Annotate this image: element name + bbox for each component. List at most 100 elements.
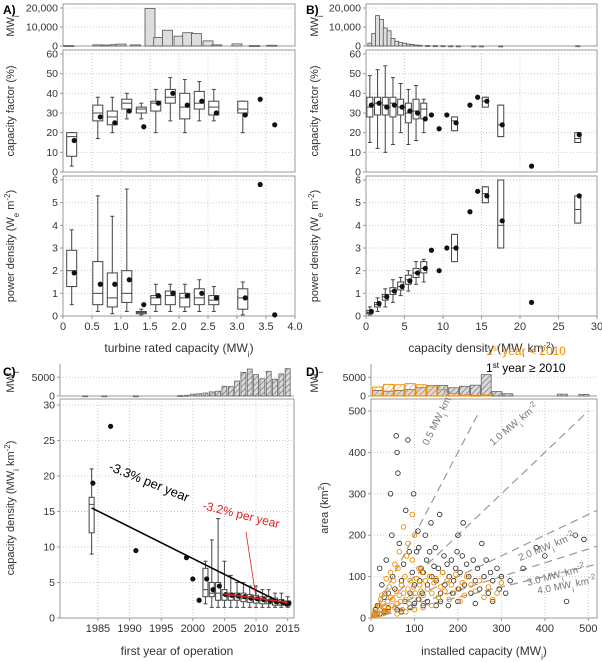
panel-a-hist-bar [144,7,156,47]
panel-d-point-black [423,557,430,563]
panel-b-hist-bar [405,43,411,47]
panel-d-label: D) [306,365,319,379]
panel-a-xtick-label: 1.5 [142,321,157,333]
panel-d-point-orange [392,604,398,611]
panel-a-cf-mean [112,120,118,126]
panel-d-hist-ytick-label: 5000 [343,372,367,384]
panel-b-pd-mean [453,245,459,251]
panel-b-xtick-label: 20 [514,321,526,333]
panel-a-pd-box [164,290,176,306]
panel-c-hist-bar [215,390,221,397]
panel-d-point-black [581,536,587,543]
panel-a-hist-bar [231,43,243,47]
panel-a-cf-box [150,100,162,112]
panel-d-xtick-label: 500 [579,623,597,635]
panel-b-pd-point [436,268,442,274]
panel-a-pd-box [92,261,104,306]
panel-c-mean [90,480,96,486]
panel-d-point-black [542,553,548,559]
panel-b-xlabel-part: capacity density (MW [408,341,523,355]
panel-a-cf-mean [126,108,132,114]
panel-c-hist-bar [272,378,278,397]
panel-a-hist-bar [266,44,278,47]
panel-d-point-black [454,549,460,555]
panel-b-pd-box [497,179,505,249]
panel-c-main-ytick-label: 10 [43,542,55,554]
panel-d-point-orange [433,575,439,582]
panel-b-cf-box [374,96,382,116]
panel-a-pd-box [237,288,249,310]
panel-a-pd-mean [242,295,248,301]
panel-a-pd-mean [126,277,132,283]
panel-b-hist-bar [367,42,373,47]
panel-d-main-ytick-label: 300 [348,488,366,500]
panel-d-point-black [429,573,435,580]
panel-c-hist-bar [259,378,266,397]
panel-d-point-orange [411,532,418,538]
panel-a-xlabel-part: i [248,350,250,359]
panel-b-pd-mean [484,193,490,199]
panel-a-pd-ytick-label: 6 [52,175,58,187]
panel-a-label: A) [3,3,16,17]
panel-d-point-orange [455,586,461,592]
panel-d-point-orange [405,586,411,592]
panel-d-hist-bar-orange [480,394,492,397]
panel-d-main-frame [370,398,598,619]
panel-b-pd-ytick-label: 5 [355,197,361,209]
panel-b-hist-bar [498,45,504,48]
panel-c-hist-bar [240,372,247,397]
panel-d-point-black [446,573,452,580]
panel-b-hist-bar [371,33,377,47]
panel-b-pd-ytick-label: 1 [355,288,361,300]
panel-d-point-black [437,590,444,596]
panel-d-point-black [379,582,385,588]
panel-d-point-black [572,532,578,538]
panel-b-hist-ylabel-part: MW [309,17,321,37]
panel-d-point-orange [400,524,407,530]
panel-d-point-black [398,578,405,584]
panel-d-point-black [563,598,570,605]
panel-a-cf-ylabel: capacity factor (%) [5,65,17,156]
panel-c-hist-ylabel-part: i [12,371,21,373]
panel-d-point-orange [393,588,399,594]
panel-a-pd-ytick-label: 5 [52,197,58,209]
panel-d-point-orange [481,594,487,601]
panel-b-cf-ytick-label: 30 [349,108,361,120]
panel-d-point-orange [498,580,505,586]
panel-b-cf-ytick-label: 50 [349,68,361,80]
panel-a-hist-ytick-label: 20,000 [26,3,58,15]
panel-a-pd-ytick-label: 0 [52,311,58,323]
panel-a-xlabel: turbine rated capacity (MWi) [104,341,253,359]
panel-b-pd-mean [399,283,405,290]
panel-a-xtick-label: 4.0 [287,321,302,333]
panel-d-point-black [455,598,461,605]
panel-d-point-orange [408,592,414,598]
panel-d-hist-bar-orange [469,394,481,397]
panel-b-hist-bar [440,45,446,48]
panel-c-main-frame [59,398,295,619]
panel-d-point-orange [398,582,405,588]
panel-d-xlabel-part: ) [543,644,547,658]
panel-d-point-black [413,549,420,555]
panel-d-legend-black-part: st [493,361,500,370]
panel-c-main-ytick-label: 0 [49,613,55,625]
panel-d-point-black [420,602,426,609]
panel-d-point-orange [453,571,459,578]
panel-b-cf-point [528,163,535,169]
panel-d-density-label-part: i [571,585,575,594]
panel-d-point-black [455,532,461,538]
panel-d-point-orange [419,569,426,576]
panel-c-trend-red [224,593,288,604]
panel-d-point-black [442,582,448,588]
panel-d-point-black [503,590,509,596]
panel-b-cf-mean [422,116,428,122]
panel-d-xlabel-part: i [541,653,543,662]
panel-b-cf-ylabel: capacity factor (%) [309,65,321,156]
panel-d-point-orange [472,588,479,594]
panel-d-point-black [448,557,455,563]
panel-d-point-black [393,433,399,439]
panel-b-cf-mean [368,102,374,108]
panel-c-point [190,576,196,582]
panel-d-main-ytick-label: 200 [348,530,366,542]
panel-d-point-black [463,561,470,567]
